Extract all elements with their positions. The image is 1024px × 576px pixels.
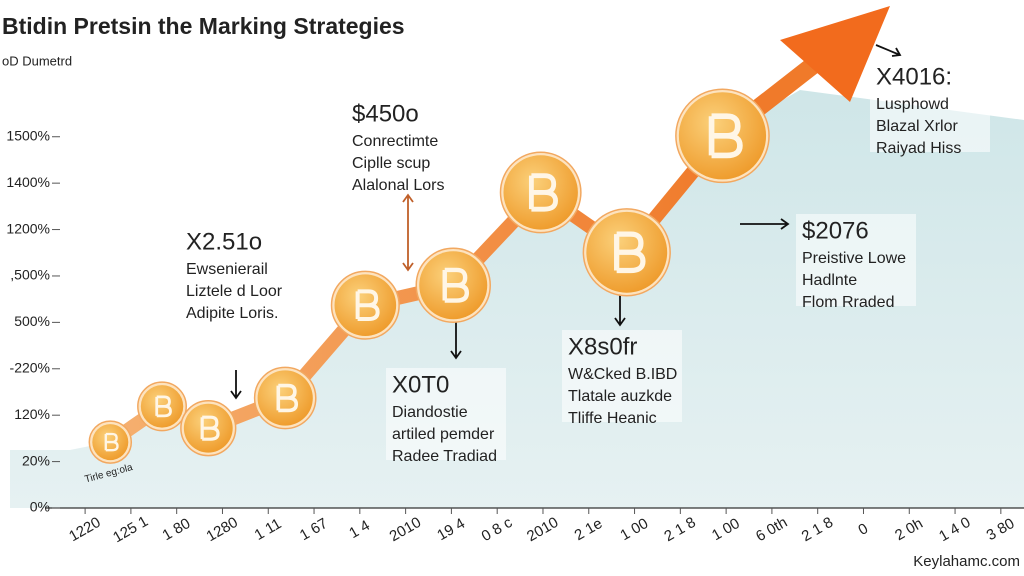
coin-symbol bbox=[155, 395, 172, 418]
y-tick-label: 500% bbox=[14, 313, 50, 329]
annotation-title: X8s0fr bbox=[568, 333, 637, 360]
annotation-line: Liztele d Loor bbox=[186, 283, 283, 300]
subtitle: oD Dumetrd bbox=[2, 53, 72, 68]
annotation-box bbox=[870, 60, 990, 152]
annotation-line: Tliffe Heanic bbox=[568, 410, 657, 427]
annotation-line: artiled pemder bbox=[392, 426, 495, 443]
annotation-line: Raiyad Hiss bbox=[876, 140, 961, 157]
coin-symbol bbox=[614, 231, 646, 274]
annotation-box bbox=[346, 97, 466, 189]
coin-marker bbox=[253, 366, 317, 430]
coin-marker bbox=[415, 247, 491, 323]
annotation-line: Blazal Xrlor bbox=[876, 118, 958, 135]
coin-marker bbox=[180, 400, 237, 457]
annotation-line: Diandostie bbox=[392, 404, 468, 421]
pointer-arrows bbox=[230, 44, 902, 400]
y-tick-label: 120% bbox=[14, 406, 50, 422]
annotation-line: Flom Rraded bbox=[802, 294, 894, 311]
coin-marker bbox=[582, 208, 671, 297]
y-tick-label: 1200% bbox=[6, 220, 50, 236]
coin-marker bbox=[137, 381, 187, 432]
y-tick-label: 0% bbox=[30, 499, 50, 515]
annotation-title: X4016: bbox=[876, 63, 952, 90]
coin-marker bbox=[675, 88, 770, 184]
annotation-title: X2.51o bbox=[186, 228, 262, 255]
coin-symbol bbox=[528, 173, 558, 212]
annotation-line: Tlatale auzkde bbox=[568, 388, 672, 405]
annotation-box bbox=[562, 330, 682, 422]
annotation-line: Lusphowd bbox=[876, 96, 949, 113]
annotation-line: Radee Tradiad bbox=[392, 448, 497, 465]
coin-marker bbox=[330, 270, 400, 340]
coin-marker bbox=[88, 420, 133, 464]
chart-title: Btidin Pretsin the Marking Strategies bbox=[2, 13, 405, 39]
annotation-box bbox=[180, 225, 300, 317]
area-fill bbox=[10, 90, 1024, 508]
y-tick-label: -220% bbox=[10, 359, 50, 375]
trend-arrow-head bbox=[780, 6, 890, 102]
coin-symbol bbox=[708, 113, 743, 159]
annotation-line: Conrectimte bbox=[352, 133, 438, 150]
annotation-line: Hadlnte bbox=[802, 272, 857, 289]
coin-symbol bbox=[104, 432, 119, 452]
y-tick-label: 20% bbox=[22, 452, 50, 468]
annotation-box bbox=[796, 214, 916, 306]
annotation-line: Adipite Loris. bbox=[186, 305, 279, 322]
annotation-title: $450o bbox=[352, 100, 419, 127]
annotation-line: W&Cked B.IBD bbox=[568, 366, 677, 383]
annotation-line: Preistive Lowe bbox=[802, 250, 906, 267]
y-tick-label: 1400% bbox=[6, 174, 50, 190]
coin-symbol bbox=[276, 383, 299, 413]
annotation-line: Alalonal Lors bbox=[352, 177, 445, 194]
annotation-box bbox=[386, 368, 506, 460]
y-tick-label: ,500% bbox=[10, 267, 50, 283]
annotation-line: Ewsenierail bbox=[186, 261, 268, 278]
coin-marker bbox=[499, 151, 582, 234]
annotation-title: X0T0 bbox=[392, 371, 449, 398]
coin-symbol bbox=[442, 267, 470, 303]
coin-symbol bbox=[355, 289, 380, 322]
y-tick-label: 1500% bbox=[6, 127, 50, 143]
annotation-title: $2076 bbox=[802, 217, 869, 244]
coin-symbol bbox=[200, 415, 220, 441]
watermark: Keylahamc.com bbox=[913, 553, 1020, 570]
annotation-line: Ciplle scup bbox=[352, 155, 430, 172]
